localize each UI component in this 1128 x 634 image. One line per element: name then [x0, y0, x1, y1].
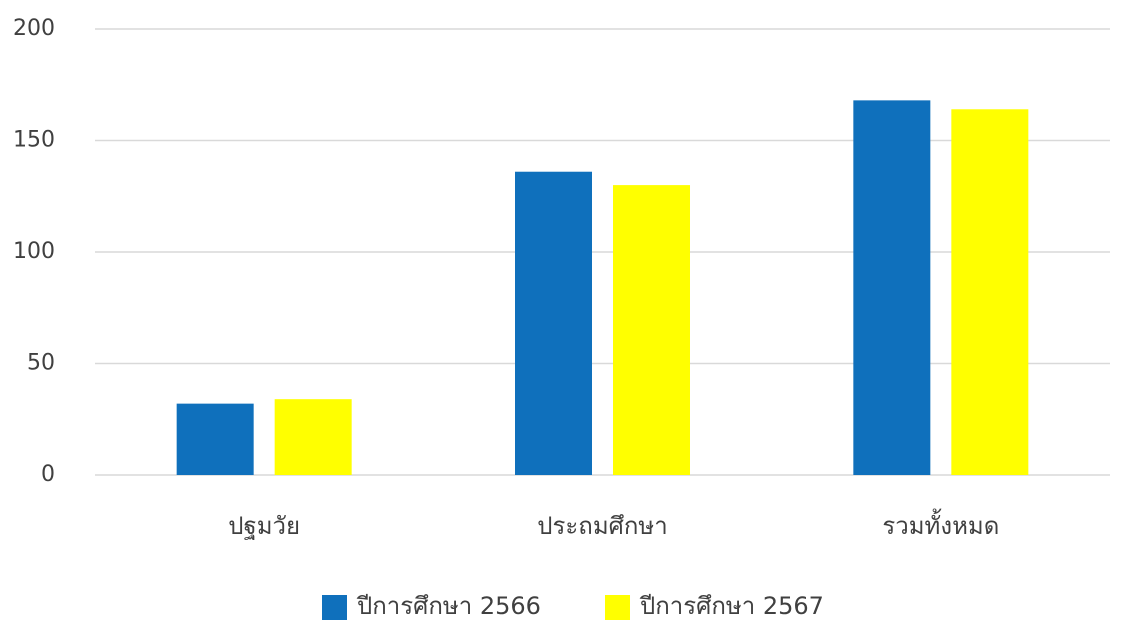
legend-swatch: [322, 595, 347, 620]
legend-label: ปีการศึกษา 2567: [639, 592, 824, 620]
x-tick-label: รวมทั้งหมด: [882, 508, 999, 540]
bar: [613, 185, 690, 475]
bar: [951, 109, 1029, 475]
y-tick-label: 50: [27, 351, 55, 376]
x-tick-label: ปฐมวัย: [228, 512, 300, 540]
bar: [176, 403, 254, 475]
bar: [515, 171, 592, 475]
x-tick-label: ประถมศึกษา: [537, 512, 667, 540]
y-tick-label: 200: [13, 16, 55, 41]
y-tick-label: 0: [41, 462, 55, 487]
legend-label: ปีการศึกษา 2566: [356, 592, 541, 620]
y-tick-label: 100: [13, 239, 55, 264]
bar: [853, 100, 931, 476]
bar: [274, 399, 352, 475]
legend-swatch: [605, 595, 630, 620]
y-tick-label: 150: [13, 128, 55, 153]
